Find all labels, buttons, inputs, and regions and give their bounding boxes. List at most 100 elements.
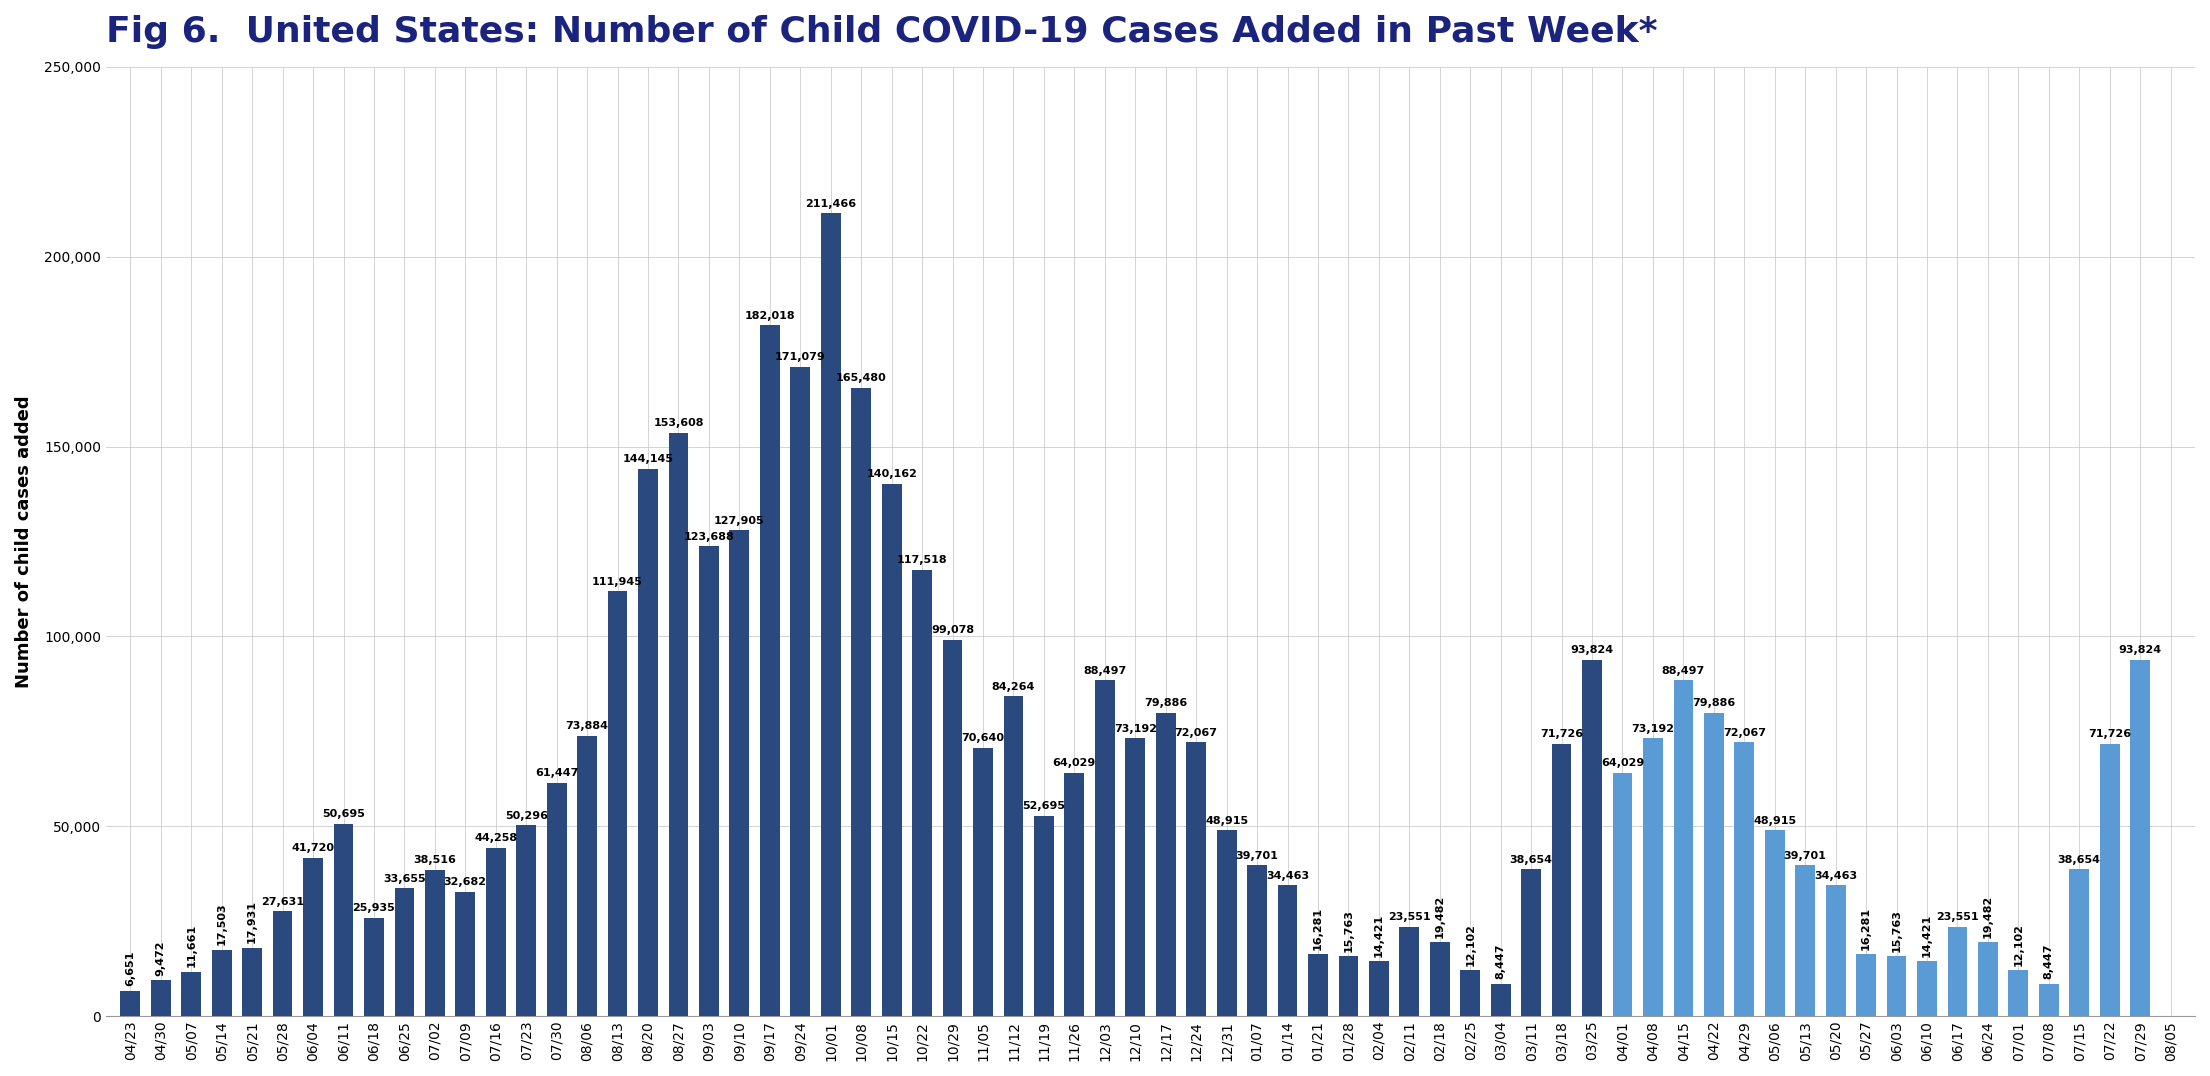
Text: 93,824: 93,824 — [1571, 646, 1613, 655]
Text: 140,162: 140,162 — [866, 469, 917, 480]
Text: 50,695: 50,695 — [323, 809, 365, 819]
Text: 6,651: 6,651 — [126, 951, 135, 987]
Bar — [365, 918, 385, 1016]
Bar — [1887, 957, 1907, 1016]
Bar — [486, 848, 506, 1016]
Bar — [1430, 943, 1450, 1016]
Bar — [212, 950, 232, 1016]
Bar — [1308, 954, 1328, 1016]
Bar — [1246, 865, 1266, 1016]
Bar — [272, 911, 292, 1016]
Text: 79,886: 79,886 — [1145, 698, 1187, 708]
Text: 73,884: 73,884 — [566, 721, 608, 731]
Text: 48,915: 48,915 — [1753, 816, 1797, 825]
Text: 211,466: 211,466 — [804, 199, 855, 209]
Bar — [1492, 983, 1512, 1016]
Text: 12,102: 12,102 — [1465, 922, 1476, 965]
Text: 171,079: 171,079 — [776, 352, 827, 362]
Bar — [1642, 738, 1662, 1016]
Text: 14,421: 14,421 — [1923, 914, 1932, 957]
Text: 127,905: 127,905 — [714, 515, 765, 526]
Bar — [1218, 831, 1238, 1016]
Bar — [729, 530, 749, 1016]
Bar — [181, 972, 201, 1016]
Bar — [2009, 971, 2029, 1016]
Text: 88,497: 88,497 — [1083, 666, 1127, 676]
Bar — [1156, 712, 1176, 1016]
Bar — [1399, 926, 1419, 1016]
Y-axis label: Number of child cases added: Number of child cases added — [15, 395, 33, 688]
Text: 16,281: 16,281 — [1313, 907, 1324, 950]
Text: 8,447: 8,447 — [2044, 944, 2053, 979]
Bar — [1735, 742, 1755, 1016]
Text: 117,518: 117,518 — [897, 555, 948, 565]
Bar — [882, 484, 902, 1016]
Bar — [791, 367, 811, 1016]
Text: 73,192: 73,192 — [1114, 724, 1156, 734]
Bar — [1461, 971, 1481, 1016]
Text: 15,763: 15,763 — [1344, 909, 1353, 951]
Bar — [913, 570, 933, 1016]
Text: 61,447: 61,447 — [535, 768, 579, 778]
Text: 34,463: 34,463 — [1814, 870, 1856, 880]
Text: 165,480: 165,480 — [835, 373, 886, 383]
Bar — [1582, 660, 1602, 1016]
Bar — [517, 825, 537, 1016]
Bar — [1795, 865, 1814, 1016]
Bar — [1825, 886, 1845, 1016]
Text: 79,886: 79,886 — [1693, 698, 1735, 708]
Text: 23,551: 23,551 — [1388, 912, 1430, 922]
Bar — [1551, 744, 1571, 1016]
Text: 19,482: 19,482 — [1434, 894, 1445, 937]
Bar — [1034, 816, 1054, 1016]
Text: 50,296: 50,296 — [504, 810, 548, 821]
Bar — [396, 889, 413, 1016]
Text: 33,655: 33,655 — [382, 874, 427, 883]
Text: 39,701: 39,701 — [1235, 851, 1280, 861]
Text: 44,258: 44,258 — [475, 834, 517, 844]
Bar — [1125, 738, 1145, 1016]
Text: 39,701: 39,701 — [1783, 851, 1828, 861]
Text: Fig 6.  United States: Number of Child COVID-19 Cases Added in Past Week*: Fig 6. United States: Number of Child CO… — [106, 15, 1657, 49]
Text: 48,915: 48,915 — [1204, 816, 1249, 825]
Text: 12,102: 12,102 — [2013, 922, 2024, 965]
Bar — [1520, 869, 1540, 1016]
Bar — [1065, 773, 1085, 1016]
Bar — [2040, 983, 2060, 1016]
Text: 71,726: 71,726 — [1540, 730, 1582, 739]
Bar — [424, 869, 444, 1016]
Text: 25,935: 25,935 — [354, 903, 396, 914]
Text: 23,551: 23,551 — [1936, 912, 1978, 922]
Bar — [1704, 712, 1724, 1016]
Bar — [2069, 869, 2088, 1016]
Text: 8,447: 8,447 — [1496, 944, 1505, 979]
Bar — [334, 823, 354, 1016]
Bar — [698, 547, 718, 1016]
Bar — [1187, 742, 1207, 1016]
Text: 9,472: 9,472 — [155, 940, 166, 976]
Bar — [1094, 680, 1114, 1016]
Text: 38,516: 38,516 — [413, 855, 455, 865]
Bar — [760, 325, 780, 1016]
Bar — [1277, 886, 1297, 1016]
Text: 34,463: 34,463 — [1266, 870, 1308, 880]
Bar — [150, 980, 170, 1016]
Bar — [1673, 680, 1693, 1016]
Bar — [944, 640, 961, 1016]
Bar — [1613, 773, 1633, 1016]
Text: 84,264: 84,264 — [992, 681, 1034, 692]
Text: 144,145: 144,145 — [623, 454, 674, 464]
Text: 88,497: 88,497 — [1662, 666, 1706, 676]
Bar — [577, 736, 597, 1016]
Bar — [1978, 943, 1998, 1016]
Text: 70,640: 70,640 — [961, 734, 1006, 744]
Bar — [546, 782, 566, 1016]
Text: 64,029: 64,029 — [1600, 759, 1644, 768]
Text: 64,029: 64,029 — [1052, 759, 1096, 768]
Bar — [1766, 831, 1786, 1016]
Bar — [2130, 660, 2150, 1016]
Bar — [972, 748, 992, 1016]
Text: 111,945: 111,945 — [592, 577, 643, 586]
Text: 19,482: 19,482 — [1982, 894, 1993, 937]
Bar — [670, 433, 687, 1016]
